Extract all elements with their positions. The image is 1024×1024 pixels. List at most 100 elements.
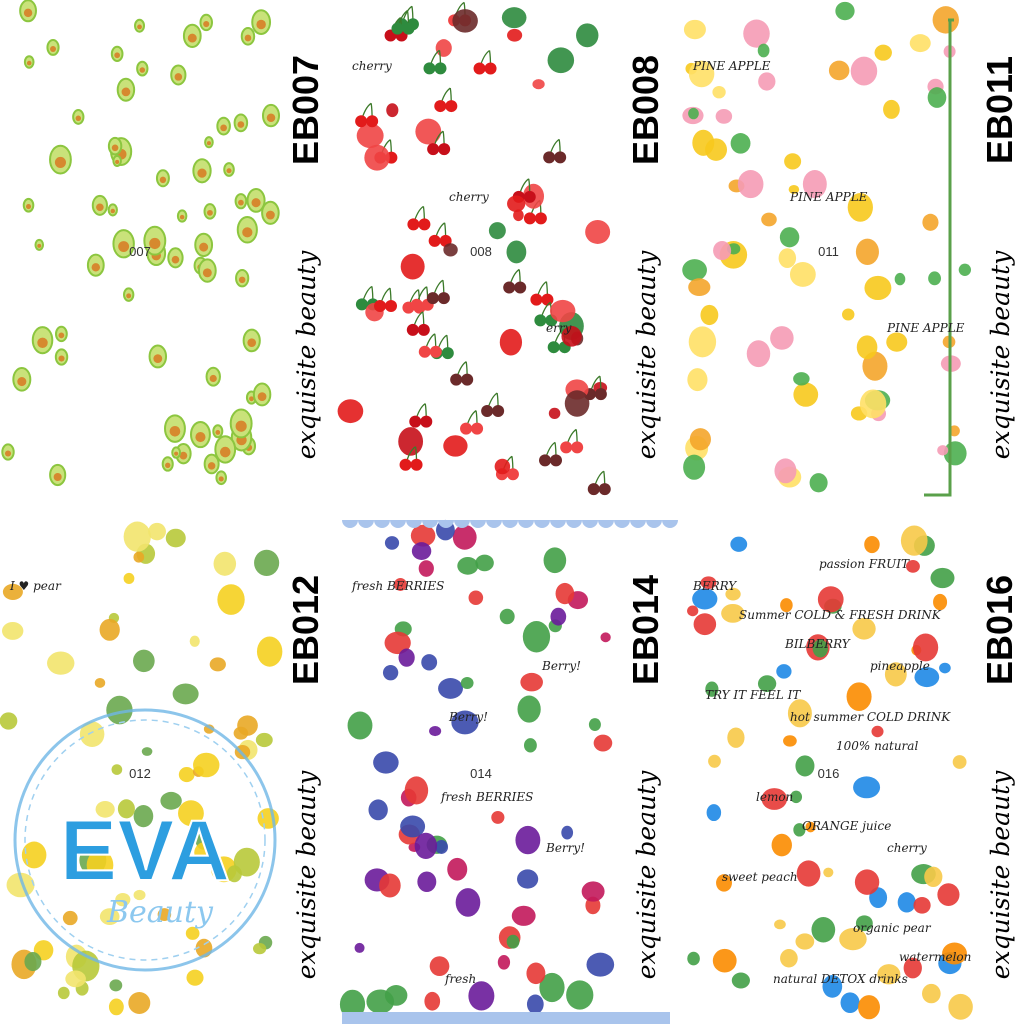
fruit <box>400 815 426 838</box>
fruit <box>382 664 399 681</box>
fruit <box>561 325 582 347</box>
fruit <box>117 799 135 819</box>
fruit <box>835 1 855 21</box>
avocado-pit <box>209 374 217 383</box>
fruit <box>543 547 567 574</box>
fruit <box>886 332 908 352</box>
sticker-label: lemon <box>756 790 793 804</box>
brand-name: exquisite beauty <box>632 770 661 979</box>
fruit <box>778 248 797 269</box>
cherry <box>594 388 607 401</box>
fruit <box>922 213 939 231</box>
fruit <box>523 738 537 753</box>
fruit <box>713 241 732 261</box>
avocado-pit <box>174 451 179 456</box>
avocado-pit <box>266 113 276 123</box>
avocado-pit <box>118 241 130 252</box>
watermark-title: EVA <box>60 803 230 899</box>
fruit <box>178 767 195 783</box>
fruit <box>912 633 939 662</box>
avocado-pit <box>237 121 245 128</box>
avocado-pit <box>53 472 62 482</box>
fruit <box>858 995 880 1020</box>
cherry <box>471 422 484 435</box>
fruit <box>802 169 827 199</box>
sticker-label: ORANGE juice <box>802 819 891 833</box>
fruit <box>737 170 764 199</box>
fruit <box>924 866 943 888</box>
fruit <box>687 605 699 617</box>
fruit <box>226 865 242 883</box>
fruit <box>692 588 718 610</box>
fruit <box>909 34 931 53</box>
sticker-label: Summer COLD & FRESH DRINK <box>739 608 942 622</box>
cherry <box>406 323 419 336</box>
sheet-number: 016 <box>818 766 840 781</box>
fruit <box>507 28 523 42</box>
fruit <box>347 711 373 740</box>
avocado-pit <box>202 268 212 278</box>
fruit <box>828 60 850 81</box>
fruit <box>194 841 218 864</box>
fruit <box>805 821 816 833</box>
sticker-label: cherry <box>352 59 392 73</box>
fruit <box>682 259 707 281</box>
fruit <box>930 567 955 589</box>
avocado-pit <box>256 19 266 30</box>
fruit <box>95 800 115 818</box>
fruit <box>506 240 527 264</box>
fruit <box>731 972 750 989</box>
sheet-number: 008 <box>470 244 492 259</box>
avocado-pit <box>203 20 210 28</box>
avocado-pit <box>165 462 171 468</box>
fruit <box>111 764 123 775</box>
fruit <box>185 926 200 940</box>
cherry <box>426 292 439 305</box>
fruit <box>842 308 855 321</box>
fruit <box>434 840 449 854</box>
avocado-pit <box>50 45 57 52</box>
avocado-pit <box>58 355 65 362</box>
fruit <box>94 677 106 688</box>
avocado-pit <box>251 198 261 208</box>
watermark-ring <box>13 708 277 972</box>
fruit <box>386 103 399 118</box>
scallop <box>342 520 678 528</box>
fruit <box>585 219 611 244</box>
brand-name: exquisite beauty <box>292 250 321 459</box>
fruit <box>133 889 146 901</box>
avocado-pit <box>195 432 206 443</box>
sheet-code: EB012 <box>285 575 326 685</box>
fruit <box>62 910 78 926</box>
fruit <box>823 867 834 878</box>
avocado-pit <box>159 176 167 184</box>
sheet-code: EB008 <box>625 55 666 165</box>
fruit <box>688 278 711 297</box>
sticker-label: PINE APPLE <box>692 59 771 73</box>
avocado-pit <box>265 210 275 220</box>
fruit <box>501 7 527 29</box>
fruit <box>384 536 400 550</box>
fruit <box>787 699 812 728</box>
fruit <box>511 905 536 926</box>
fruit <box>561 825 574 840</box>
avocado-pit <box>179 451 188 460</box>
fruit <box>846 682 872 711</box>
fruit <box>157 908 172 921</box>
fruit <box>133 551 145 563</box>
fruit <box>491 811 505 824</box>
fruit <box>705 681 719 697</box>
cherry <box>450 373 463 386</box>
sticker-label: natural DETOX drinks <box>773 972 908 986</box>
cherry <box>410 458 423 471</box>
fruit <box>689 428 711 451</box>
fruit <box>2 621 24 640</box>
fruit <box>253 943 267 955</box>
fruit <box>255 732 273 748</box>
fruit <box>727 727 745 748</box>
fruit <box>494 458 511 475</box>
fruit <box>507 195 526 213</box>
fruit <box>411 542 432 560</box>
sticker-label: organic pear <box>853 921 932 935</box>
avocado-pit <box>199 242 209 252</box>
